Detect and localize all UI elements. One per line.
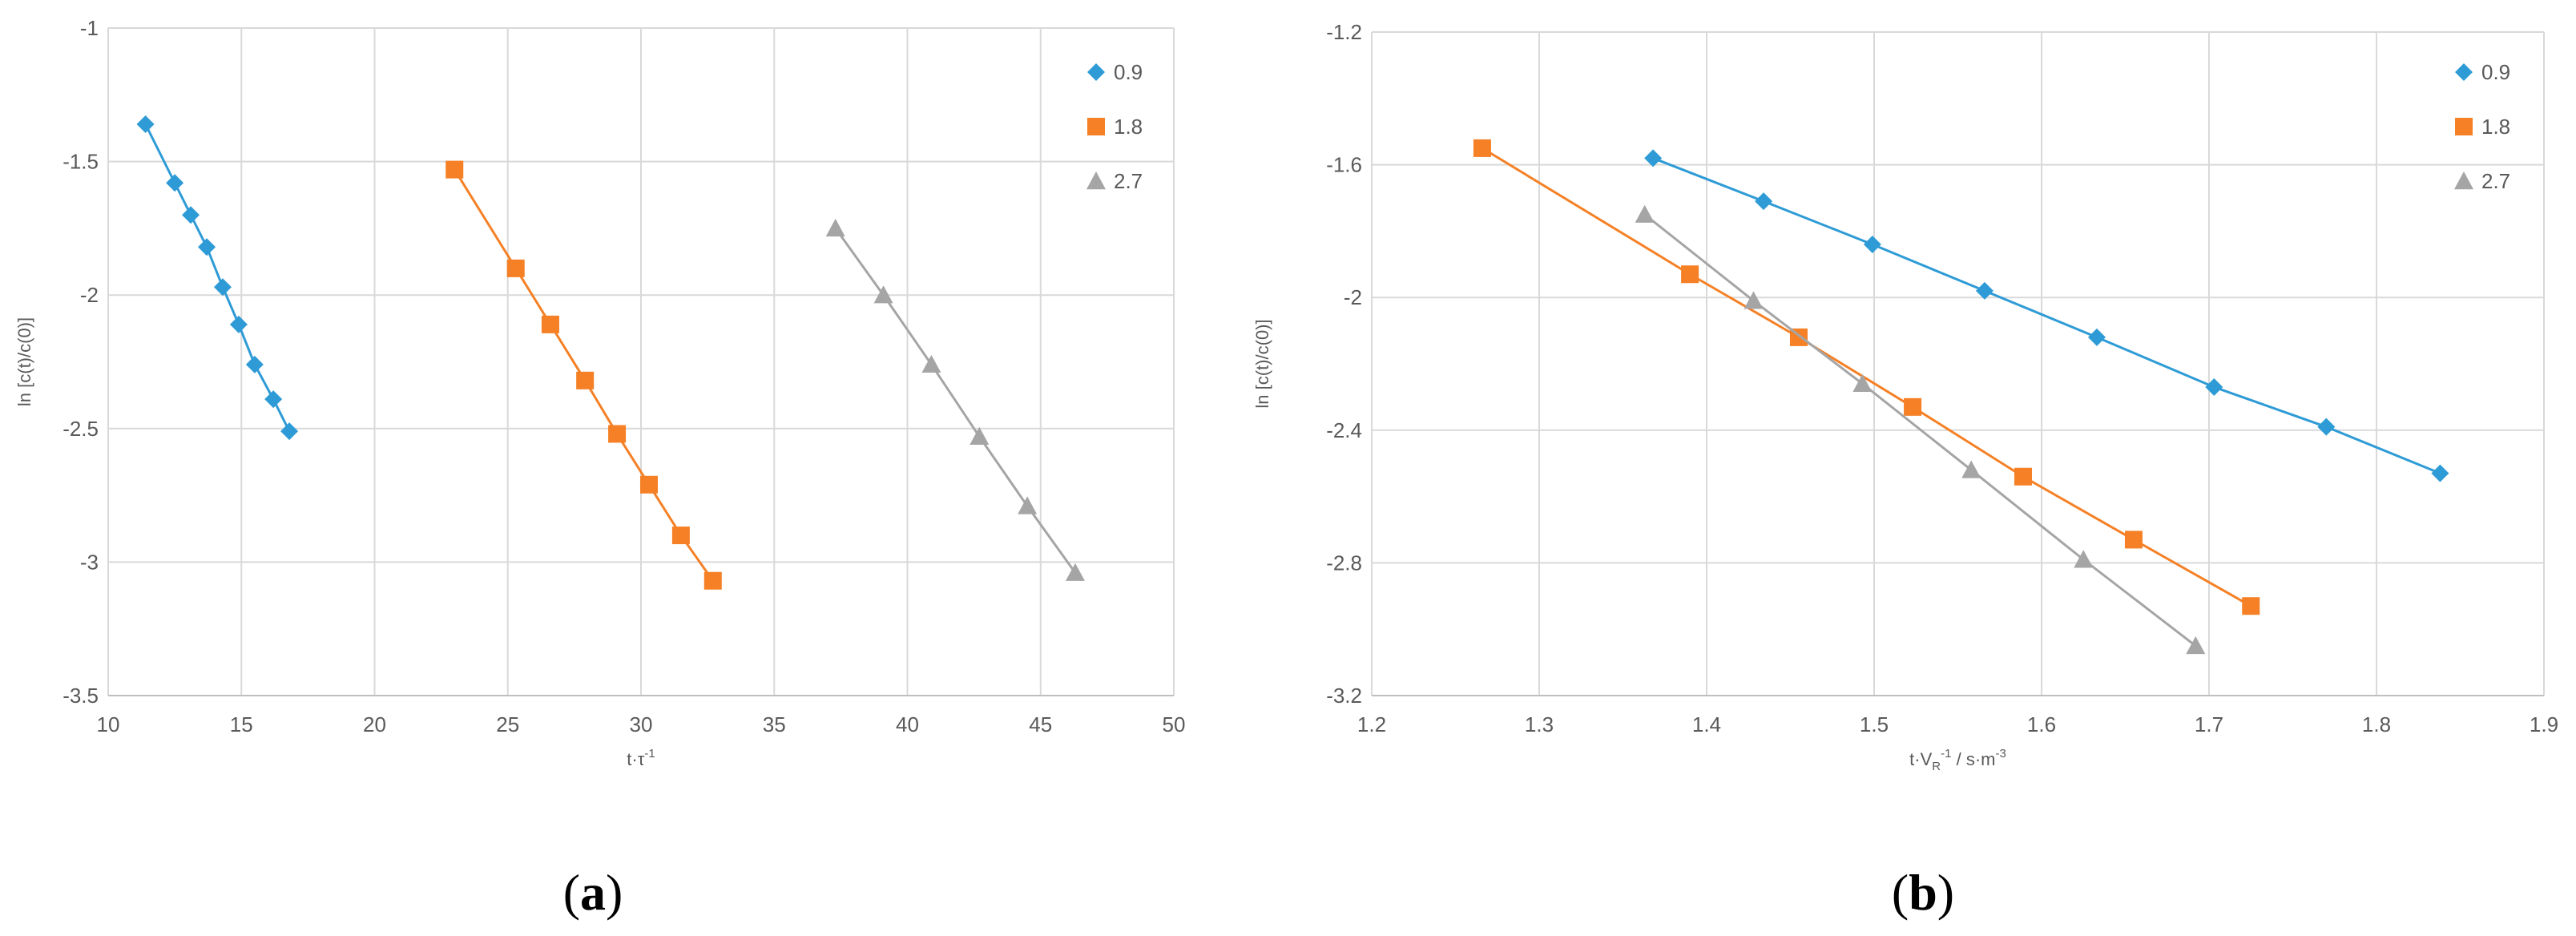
x-tick-label: 1.6 xyxy=(2027,712,2056,736)
y-tick-label: -3.2 xyxy=(1326,684,1362,708)
data-point-0.9 xyxy=(2087,328,2106,346)
x-tick-label: 30 xyxy=(630,712,653,736)
data-point-0.9 xyxy=(245,355,264,373)
data-point-0.9 xyxy=(182,206,200,224)
data-point-0.9 xyxy=(1644,149,1663,167)
y-tick-label: -2.5 xyxy=(62,417,99,441)
x-tick-label: 1.4 xyxy=(1692,712,1721,736)
chart-a: -3.5 -3 -2.5 -2 -1.5 -1 10 15 20 25 30 35 40 45 50 ln [… xyxy=(14,16,1185,769)
data-point-2.7 xyxy=(2186,635,2206,655)
data-point-0.9 xyxy=(280,422,299,441)
x-tick-label: 1.3 xyxy=(1525,712,1554,736)
data-point-1.8 xyxy=(541,315,559,333)
chart-b: -3.2 -2.8 -2.4 -2 -1.6 -1.2 1.2 1.3 1.4 1.5 1.6 1.7… xyxy=(1252,20,2558,773)
y-tick-label: -3 xyxy=(80,550,99,574)
data-point-2.7 xyxy=(1018,496,1038,514)
series-line-0.9 xyxy=(144,123,291,432)
data-point-1.8 xyxy=(2014,467,2033,486)
x-tick-label: 35 xyxy=(763,712,786,736)
data-point-2.7 xyxy=(1744,291,1764,309)
data-point-0.9 xyxy=(264,390,283,409)
data-point-0.9 xyxy=(198,238,216,256)
legend-label-2.7: 2.7 xyxy=(1114,169,1143,193)
x-axis-label: t·τ-1 xyxy=(627,747,655,769)
data-point-2.7 xyxy=(825,218,845,237)
data-point-1.8 xyxy=(671,526,690,545)
data-point-2.7 xyxy=(1065,563,1085,581)
data-point-1.8 xyxy=(1681,265,1699,284)
x-tick-label: 25 xyxy=(496,712,519,736)
panel-label-a: (a) xyxy=(563,864,623,921)
data-point-0.9 xyxy=(2317,418,2336,436)
y-tick-label: -1 xyxy=(80,16,99,40)
data-point-2.7 xyxy=(2074,550,2094,568)
legend-label-1.8: 1.8 xyxy=(1114,115,1143,139)
legend-label-0.9: 0.9 xyxy=(2481,60,2510,84)
legend-marker-1.8 xyxy=(1087,118,1105,135)
y-tick-label: -1.5 xyxy=(62,150,99,174)
data-point-1.8 xyxy=(576,371,595,389)
data-point-0.9 xyxy=(213,278,232,297)
legend-marker-0.9 xyxy=(1087,63,1105,81)
x-tick-label: 10 xyxy=(97,712,120,736)
data-point-2.7 xyxy=(1635,204,1655,223)
data-point-2.7 xyxy=(873,285,893,304)
data-point-2.7 xyxy=(1961,460,1981,478)
y-tick-label: -2 xyxy=(80,283,99,307)
series-line-2.7 xyxy=(834,228,1077,574)
data-point-1.8 xyxy=(608,425,627,443)
legend-marker-1.8 xyxy=(2455,118,2473,135)
y-tick-label: -2.4 xyxy=(1326,418,1362,442)
y-axis-label: ln [c(t)/c(0)] xyxy=(1252,319,1272,408)
legend-label-1.8: 1.8 xyxy=(2481,115,2510,139)
data-point-1.8 xyxy=(703,571,722,590)
data-point-2.7 xyxy=(970,426,990,445)
data-point-0.9 xyxy=(1863,235,1881,253)
legend-marker-0.9 xyxy=(2455,63,2473,81)
y-tick-label: -1.6 xyxy=(1326,153,1362,177)
x-tick-label: 20 xyxy=(363,712,386,736)
data-point-1.8 xyxy=(2242,597,2260,615)
data-point-0.9 xyxy=(2205,377,2223,396)
y-tick-label: -2.8 xyxy=(1326,551,1362,575)
series-line-0.9 xyxy=(1652,156,2441,475)
x-tick-label: 15 xyxy=(230,712,253,736)
x-axis-label: t·VR-1 / s·m-3 xyxy=(1909,747,2006,773)
legend-label-0.9: 0.9 xyxy=(1114,60,1143,84)
panel-label-b: (b) xyxy=(1892,864,1954,921)
data-point-1.8 xyxy=(1904,397,1922,416)
data-point-0.9 xyxy=(2431,464,2449,482)
y-tick-label: -3.5 xyxy=(62,684,99,708)
y-tick-label: -2 xyxy=(1344,285,1362,309)
data-point-1.8 xyxy=(445,160,464,179)
data-point-0.9 xyxy=(136,115,155,133)
x-tick-label: 1.5 xyxy=(1860,712,1889,736)
data-point-0.9 xyxy=(229,315,248,333)
y-axis-label: ln [c(t)/c(0)] xyxy=(14,317,34,406)
data-point-2.7 xyxy=(921,354,941,373)
y-tick-label: -1.2 xyxy=(1326,20,1362,44)
x-tick-label: 50 xyxy=(1163,712,1186,736)
x-tick-label: 1.7 xyxy=(2195,712,2223,736)
data-point-0.9 xyxy=(1755,192,1773,211)
data-point-1.8 xyxy=(639,475,658,494)
x-tick-label: 1.9 xyxy=(2530,712,2558,736)
legend-marker-2.7 xyxy=(2454,171,2473,190)
legend-marker-2.7 xyxy=(1086,171,1106,190)
x-tick-label: 1.8 xyxy=(2362,712,2391,736)
data-point-0.9 xyxy=(166,174,184,192)
series-line-2.7 xyxy=(1643,213,2197,648)
data-point-1.8 xyxy=(506,259,525,277)
legend-label-2.7: 2.7 xyxy=(2481,169,2510,193)
x-tick-label: 1.2 xyxy=(1357,712,1386,736)
x-tick-label: 40 xyxy=(896,712,919,736)
data-point-1.8 xyxy=(2124,531,2143,549)
data-point-0.9 xyxy=(1975,281,1993,300)
x-tick-label: 45 xyxy=(1029,712,1052,736)
data-point-2.7 xyxy=(1852,373,1873,393)
data-point-1.8 xyxy=(1473,139,1491,157)
